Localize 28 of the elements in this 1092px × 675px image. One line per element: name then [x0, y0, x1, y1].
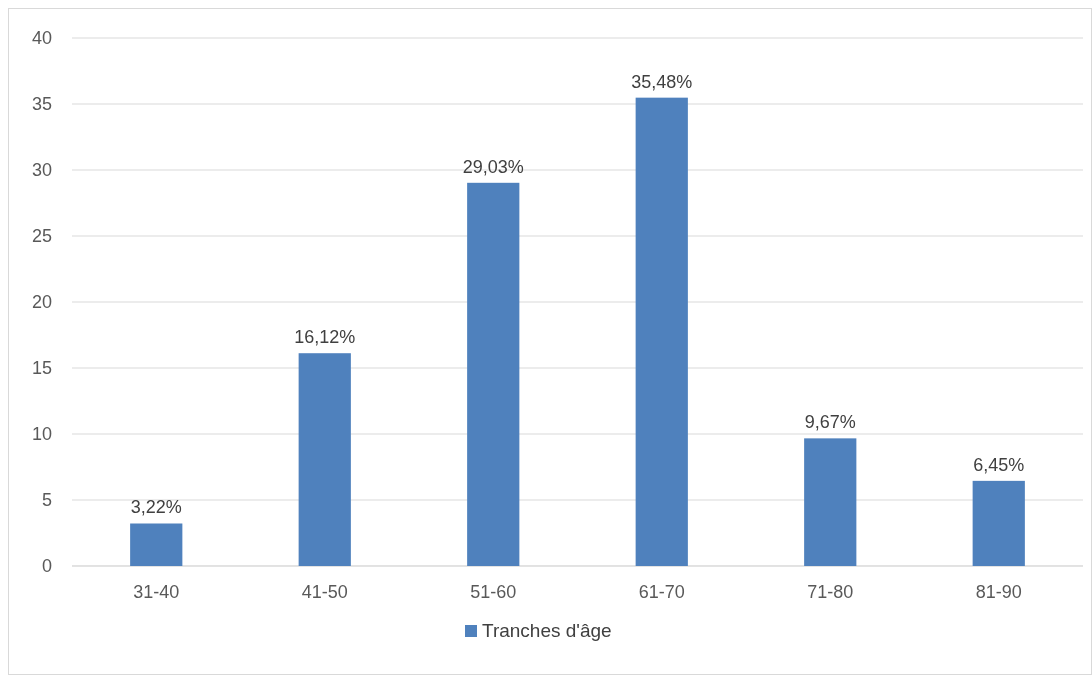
bar — [804, 438, 857, 566]
data-label: 16,12% — [294, 327, 356, 348]
legend-label: Tranches d'âge — [482, 620, 612, 641]
x-tick-label: 61-70 — [638, 582, 685, 602]
y-tick-label: 15 — [31, 358, 52, 379]
bar — [467, 182, 520, 566]
x-tick-label: 31-40 — [133, 582, 180, 602]
y-tick-label: 5 — [41, 490, 52, 511]
bar — [298, 353, 351, 566]
data-label: 3,22% — [130, 497, 182, 518]
y-tick-label: 40 — [31, 28, 52, 49]
x-tick-label: 41-50 — [301, 582, 348, 602]
x-tick-label: 71-80 — [807, 582, 854, 602]
bar — [972, 480, 1025, 566]
data-label: 6,45% — [973, 454, 1025, 475]
bar — [635, 97, 688, 566]
x-tick-label: 51-60 — [470, 582, 517, 602]
y-tick-label: 20 — [31, 292, 52, 313]
y-tick-label: 35 — [31, 94, 52, 115]
y-tick-label: 30 — [31, 160, 52, 181]
y-tick-label: 0 — [41, 556, 52, 577]
y-tick-label: 10 — [31, 424, 52, 445]
bar — [130, 523, 183, 566]
data-label: 29,03% — [462, 156, 524, 177]
data-label: 9,67% — [804, 412, 856, 433]
x-tick-label: 81-90 — [975, 582, 1022, 602]
data-label: 35,48% — [631, 71, 693, 92]
y-tick-label: 25 — [31, 226, 52, 247]
